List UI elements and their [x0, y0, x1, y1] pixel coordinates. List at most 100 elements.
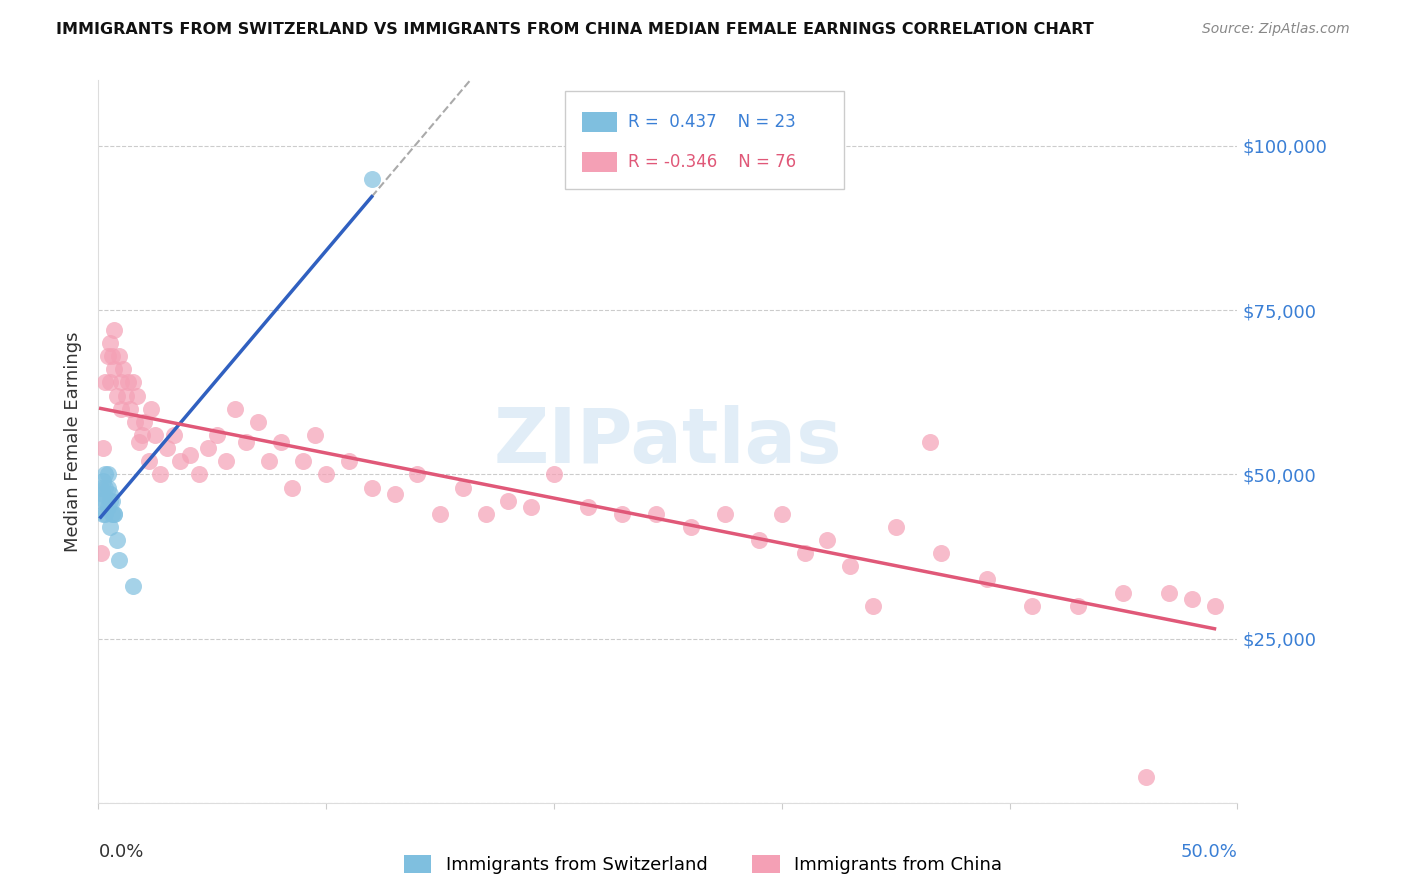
- Point: [91, 507, 114, 521]
- Point: [187, 467, 209, 482]
- Point: [108, 553, 131, 567]
- Point: [451, 481, 474, 495]
- Point: [96, 500, 118, 515]
- Point: [292, 454, 315, 468]
- Point: [128, 434, 150, 449]
- Point: [156, 441, 179, 455]
- Point: [94, 493, 117, 508]
- Point: [145, 428, 167, 442]
- Point: [90, 546, 112, 560]
- Point: [612, 507, 634, 521]
- Point: [862, 599, 884, 613]
- Point: [1181, 592, 1204, 607]
- Point: [96, 349, 118, 363]
- Point: [98, 487, 121, 501]
- Point: [1112, 585, 1135, 599]
- Text: R =  0.437    N = 23: R = 0.437 N = 23: [628, 113, 796, 131]
- Point: [94, 376, 117, 390]
- Point: [132, 415, 155, 429]
- Point: [114, 388, 136, 402]
- Point: [101, 507, 124, 521]
- Point: [105, 533, 128, 547]
- Point: [101, 349, 124, 363]
- Point: [121, 376, 143, 390]
- Point: [315, 467, 337, 482]
- Point: [112, 362, 135, 376]
- Point: [98, 376, 121, 390]
- Point: [94, 481, 117, 495]
- Point: [1135, 770, 1157, 784]
- Point: [337, 454, 360, 468]
- Point: [162, 428, 184, 442]
- Point: [94, 467, 117, 482]
- Point: [1067, 599, 1090, 613]
- Point: [110, 401, 132, 416]
- Point: [117, 376, 139, 390]
- Point: [139, 401, 162, 416]
- Point: [235, 434, 257, 449]
- Point: [120, 401, 142, 416]
- Point: [124, 415, 146, 429]
- Point: [98, 336, 121, 351]
- Point: [96, 467, 118, 482]
- Point: [127, 388, 149, 402]
- Point: [929, 546, 952, 560]
- Point: [576, 500, 599, 515]
- Legend: Immigrants from Switzerland, Immigrants from China: Immigrants from Switzerland, Immigrants …: [404, 855, 1002, 874]
- Point: [108, 349, 131, 363]
- Point: [91, 441, 114, 455]
- Point: [406, 467, 429, 482]
- Text: ZIPatlas: ZIPatlas: [494, 405, 842, 478]
- Point: [520, 500, 543, 515]
- Point: [96, 481, 118, 495]
- Point: [1021, 599, 1043, 613]
- Point: [839, 559, 862, 574]
- Point: [101, 493, 124, 508]
- Point: [169, 454, 191, 468]
- Point: [110, 376, 132, 390]
- Text: 50.0%: 50.0%: [1181, 843, 1237, 861]
- Point: [94, 507, 117, 521]
- FancyBboxPatch shape: [582, 152, 617, 172]
- Point: [543, 467, 565, 482]
- Point: [748, 533, 770, 547]
- Point: [103, 507, 125, 521]
- Point: [714, 507, 737, 521]
- Point: [360, 481, 382, 495]
- Point: [976, 573, 998, 587]
- Point: [360, 171, 382, 186]
- Point: [281, 481, 304, 495]
- Point: [179, 448, 201, 462]
- Point: [1204, 599, 1226, 613]
- Point: [384, 487, 406, 501]
- Point: [205, 428, 228, 442]
- Point: [429, 507, 451, 521]
- Point: [815, 533, 838, 547]
- Point: [918, 434, 941, 449]
- Text: Source: ZipAtlas.com: Source: ZipAtlas.com: [1202, 22, 1350, 37]
- Point: [103, 507, 125, 521]
- Point: [98, 520, 121, 534]
- Point: [121, 579, 143, 593]
- Point: [90, 481, 112, 495]
- Point: [793, 546, 815, 560]
- Point: [131, 428, 153, 442]
- Point: [90, 493, 112, 508]
- Point: [105, 388, 128, 402]
- FancyBboxPatch shape: [565, 91, 845, 189]
- Point: [91, 474, 114, 488]
- Point: [1157, 585, 1180, 599]
- Y-axis label: Median Female Earnings: Median Female Earnings: [65, 331, 83, 552]
- Point: [259, 454, 281, 468]
- Point: [91, 487, 114, 501]
- Point: [884, 520, 907, 534]
- Point: [679, 520, 702, 534]
- Point: [645, 507, 668, 521]
- Point: [149, 467, 172, 482]
- Text: 0.0%: 0.0%: [98, 843, 143, 861]
- Point: [770, 507, 793, 521]
- Point: [270, 434, 292, 449]
- Point: [98, 493, 121, 508]
- Point: [304, 428, 326, 442]
- Text: R = -0.346    N = 76: R = -0.346 N = 76: [628, 153, 796, 171]
